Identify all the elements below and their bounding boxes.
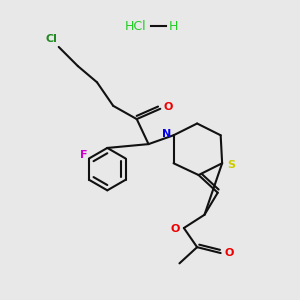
Text: O: O (224, 248, 234, 258)
Text: N: N (162, 129, 171, 139)
Text: Cl: Cl (45, 34, 57, 44)
Text: S: S (227, 160, 236, 170)
Text: F: F (80, 150, 87, 160)
Text: HCl: HCl (124, 20, 146, 33)
Text: O: O (164, 102, 173, 112)
Text: O: O (171, 224, 180, 235)
Text: H: H (169, 20, 178, 33)
